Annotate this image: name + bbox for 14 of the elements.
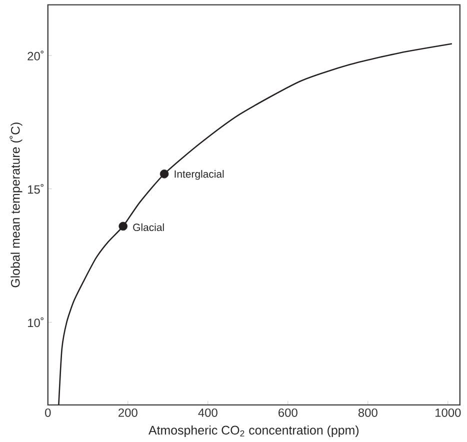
x-tick-label: 400	[198, 408, 218, 417]
x-tick-label: 0	[45, 408, 51, 417]
x-axis-title: Atmospheric CO$_{2}$ concentration (ppm)	[148, 425, 359, 438]
y-tick-label: 15˚	[28, 184, 44, 194]
x-tick-label: 1000	[436, 408, 461, 417]
annotation: Interglacial	[174, 170, 224, 180]
x-tick-label: 800	[358, 408, 378, 417]
line-series	[58, 43, 453, 405]
x-tick-label: 200	[118, 408, 138, 417]
y-axis-title: Global mean temperature (˚C)	[10, 122, 22, 288]
x-tick-label: 600	[278, 408, 298, 417]
y-tick-label: 20˚	[28, 50, 44, 60]
y-tick-label: 10˚	[28, 317, 44, 328]
annotation: Glacial	[133, 223, 164, 232]
